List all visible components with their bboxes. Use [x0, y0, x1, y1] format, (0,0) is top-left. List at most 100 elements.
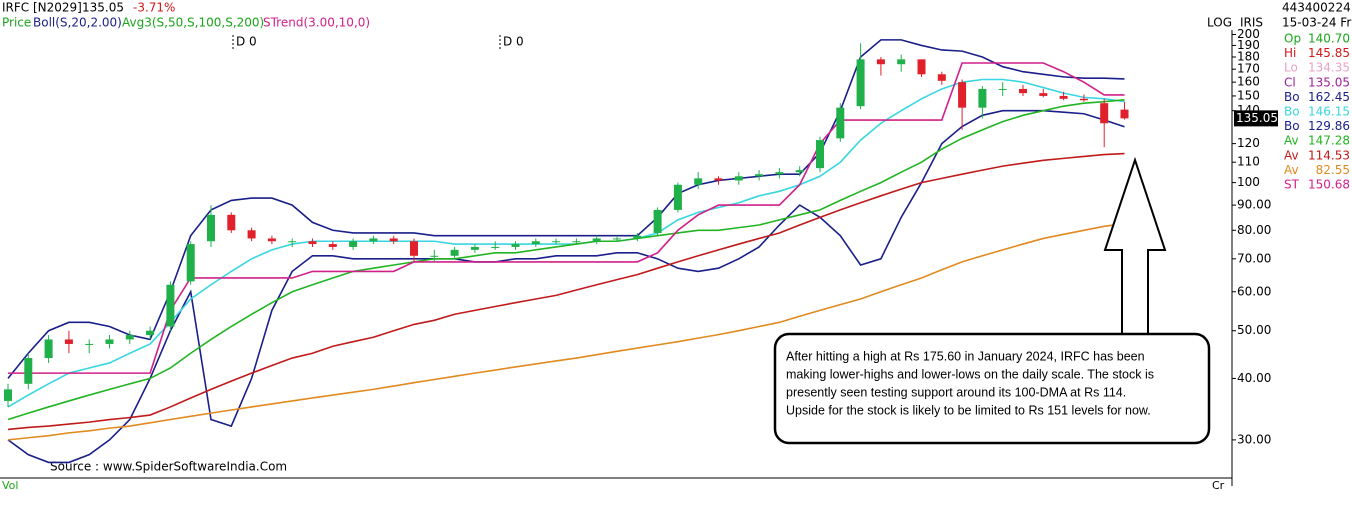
info-value: 150.68	[1308, 178, 1350, 192]
info-label: Hi	[1284, 46, 1296, 60]
info-value: 146.15	[1308, 105, 1350, 119]
candle-body	[4, 389, 12, 401]
header: IRFC [N2029] 135.05 -3.71% Price Boll(S,…	[2, 1, 370, 30]
candle-body	[694, 178, 703, 185]
candle-body	[410, 241, 418, 256]
candle-body	[755, 174, 764, 177]
candle-body	[146, 330, 155, 336]
candle-body	[1079, 98, 1088, 101]
y-tick-label: 100	[1237, 175, 1260, 189]
candle-body	[531, 241, 540, 245]
candle-body	[917, 59, 926, 75]
info-label: Av	[1284, 148, 1299, 162]
candle-body	[430, 255, 439, 257]
indicator-line	[7, 99, 1125, 421]
y-tick-label: 200	[1237, 27, 1260, 41]
avg-label: Avg3(S,50,S,100,S,200)	[122, 16, 264, 30]
candle-body	[308, 241, 317, 245]
y-tick-label: 80.00	[1237, 223, 1271, 237]
candle-body	[227, 214, 236, 231]
strend-label: STrend(3.00,10,0)	[263, 16, 370, 30]
candle-body	[450, 249, 459, 256]
annotation-line: Upside for the stock is likely to be lim…	[786, 403, 1151, 417]
indicator-line	[8, 62, 1125, 374]
candle-body	[85, 343, 94, 345]
indicator-line	[7, 222, 1125, 441]
candle-body	[369, 238, 378, 242]
info-value: 140.70	[1308, 32, 1350, 46]
scale-label: IRIS	[1240, 16, 1263, 30]
info-label: Lo	[1284, 61, 1298, 75]
plot	[4, 39, 1129, 464]
annotation-line: making lower-highs and lower-lows on the…	[786, 367, 1154, 381]
candle-body	[1120, 109, 1129, 119]
price-tag-label: 135.05	[1236, 111, 1278, 125]
y-tick-label: 110	[1237, 155, 1260, 169]
candle-body	[470, 246, 479, 250]
candle-body	[897, 59, 906, 65]
info-label: Av	[1284, 163, 1299, 177]
marker: D 0	[236, 35, 257, 49]
candle-body	[491, 246, 500, 248]
candle-body	[653, 209, 662, 233]
y-tick-label: 50.00	[1237, 323, 1271, 337]
y-tick-label: 190	[1237, 38, 1260, 52]
candle-body	[207, 214, 215, 242]
candle-body	[978, 88, 987, 108]
annotation-box	[773, 332, 1211, 445]
candle-body	[958, 82, 967, 108]
indicator-line	[7, 109, 1125, 464]
candle-body	[64, 339, 73, 344]
candle-body	[775, 172, 784, 175]
indicator-line	[7, 152, 1125, 431]
y-tick-label: 40.00	[1237, 371, 1271, 385]
y-tick-label: 60.00	[1237, 284, 1271, 298]
info-label: Av	[1284, 134, 1299, 148]
info-label: Bo	[1284, 105, 1300, 119]
candle-body	[633, 235, 642, 239]
candle-body	[856, 59, 865, 107]
info-label: Cl	[1284, 75, 1296, 89]
source: Source : www.SpiderSoftwareIndia.Com	[50, 460, 287, 474]
candle-body	[288, 241, 297, 243]
info-id: 443400224.0	[1282, 1, 1352, 15]
info-value: 114.53	[1308, 148, 1350, 162]
info-panel: 443400224.0 15-03-24 Fri Op 140.70 Hi 145.8…	[1282, 1, 1352, 192]
marker: D 0	[503, 35, 524, 49]
candle-body	[44, 339, 53, 359]
candle-body	[247, 230, 256, 239]
candle-body	[1059, 95, 1068, 99]
candle-body	[876, 59, 885, 65]
y-tick-label: 170	[1237, 62, 1260, 76]
indicator-line	[7, 78, 1125, 408]
candle-body	[836, 107, 845, 139]
annotation-line: presently seen testing support around it…	[786, 385, 1126, 399]
boll-label: Boll(S,20,2.00)	[33, 16, 122, 30]
candle-body	[613, 238, 621, 240]
candle-body	[267, 238, 276, 242]
candle-body	[734, 176, 743, 181]
y-tick-label: 160	[1237, 75, 1260, 89]
candle-body	[349, 241, 358, 247]
candle-body	[816, 140, 824, 169]
y-tick-label: 120	[1237, 136, 1260, 150]
annotation-line: After hitting a high at Rs 175.60 in Jan…	[786, 349, 1145, 363]
candle-body	[592, 238, 601, 242]
cr-label: Cr	[1212, 479, 1225, 492]
y-tick-label: 90.00	[1237, 198, 1271, 212]
last-price: 135.05	[82, 1, 124, 15]
candle-body	[1100, 103, 1109, 124]
candle-body	[552, 241, 561, 243]
candle-body	[998, 88, 1007, 90]
info-date: 15-03-24 Fri	[1282, 16, 1352, 30]
info-label: Bo	[1284, 119, 1300, 133]
candle-body	[714, 178, 723, 181]
change: -3.71%	[133, 1, 175, 15]
info-label: Op	[1284, 32, 1301, 46]
candle-body	[24, 358, 33, 384]
info-value: 162.45	[1308, 90, 1350, 104]
annotation: After hitting a high at Rs 175.60 in Jan…	[786, 349, 1154, 417]
candle-body	[1039, 93, 1048, 96]
price-label: Price	[2, 16, 31, 30]
